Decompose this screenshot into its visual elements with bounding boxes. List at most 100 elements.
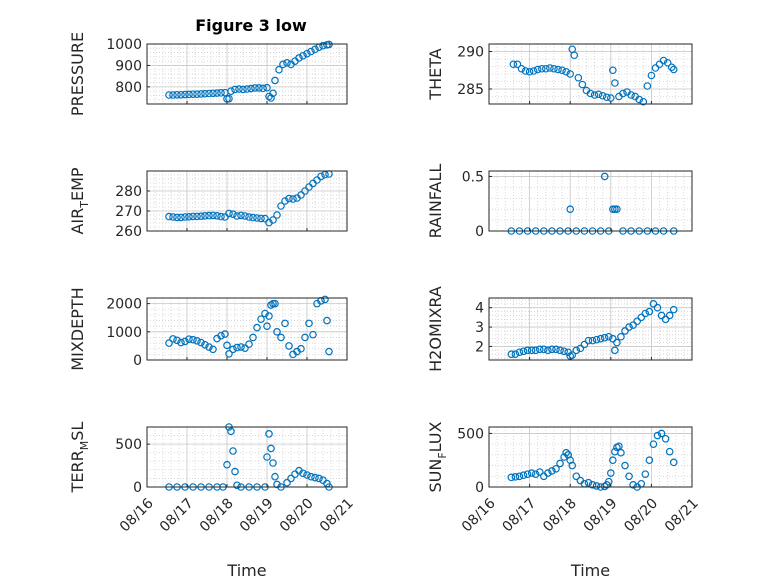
data-point: [301, 333, 309, 342]
data-point: [165, 212, 173, 221]
data-point: [189, 212, 197, 221]
data-point: [669, 458, 678, 467]
data-point: [531, 470, 540, 478]
data-point: [231, 467, 239, 476]
data-point: [177, 213, 185, 222]
y-tick-label: 900: [115, 58, 142, 74]
data-point: [588, 336, 597, 345]
data-point: [237, 211, 245, 220]
data-point: [588, 481, 597, 489]
data-point: [600, 333, 609, 342]
data-point: [590, 91, 599, 99]
data-point: [629, 481, 637, 489]
data-point: [615, 442, 623, 451]
data-point: [277, 333, 285, 342]
data-point: [225, 94, 233, 103]
data-point: [625, 323, 633, 331]
data-point: [259, 84, 267, 93]
data-point: [592, 335, 601, 344]
data-point: [566, 205, 575, 213]
data-point: [315, 474, 323, 483]
data-point: [301, 187, 309, 195]
data-point: [241, 212, 249, 220]
data-point: [613, 338, 621, 347]
data-point: [560, 347, 568, 356]
y-tick-label: 2000: [106, 297, 142, 313]
data-point: [592, 482, 601, 490]
data-point: [233, 212, 241, 220]
data-point: [277, 202, 285, 210]
data-point: [621, 327, 629, 335]
data-point: [267, 301, 275, 309]
data-point: [611, 346, 619, 355]
data-point: [568, 351, 577, 359]
data-point: [665, 447, 674, 456]
data-point: [659, 56, 668, 65]
data-point: [185, 335, 193, 343]
axes-frame: [488, 297, 693, 361]
data-point: [213, 89, 221, 97]
data-point: [311, 473, 319, 482]
data-point: [515, 472, 524, 481]
data-point: [635, 95, 644, 104]
data-point: [509, 60, 518, 69]
axes-frame: [488, 170, 693, 232]
y-axis-label: TERRMSL: [68, 422, 91, 494]
y-tick-label: 500: [457, 426, 484, 442]
axes-frame: [146, 170, 348, 232]
subplot-mixdepth: 0 1000 2000 MIXDEPTH: [68, 287, 348, 371]
data-point: [604, 332, 613, 341]
y-tick-label: 500: [115, 437, 142, 453]
data-point: [576, 344, 585, 353]
data-point: [554, 65, 562, 74]
data-point: [609, 66, 617, 75]
data-point: [517, 64, 526, 73]
data-point: [247, 84, 255, 93]
data-point: [633, 317, 641, 326]
x-tick-label: 08/19: [581, 495, 621, 535]
data-point: [229, 447, 237, 455]
y-tick-label: 0: [475, 480, 484, 496]
data-point: [245, 213, 253, 221]
data-point: [602, 93, 611, 102]
data-point: [303, 471, 311, 479]
x-tick-label: 08/16: [117, 495, 157, 535]
data-point: [233, 343, 241, 352]
data-point: [542, 64, 550, 73]
data-point: [661, 315, 670, 324]
x-tick-label: 08/18: [197, 495, 237, 535]
data-point: [205, 211, 213, 220]
data-point: [271, 299, 279, 308]
data-point: [568, 461, 577, 470]
data-point: [285, 194, 293, 203]
data-point: [263, 83, 271, 92]
data-point: [507, 473, 516, 482]
data-point: [513, 60, 522, 69]
data-point: [169, 335, 177, 343]
data-point: [257, 315, 265, 323]
data-point: [323, 316, 331, 325]
subplot-rainfall: 0 0.5 RAINFALL: [426, 164, 693, 240]
data-point: [655, 60, 664, 69]
data-point: [548, 345, 556, 354]
data-point: [257, 214, 265, 223]
data-point: [311, 45, 319, 54]
data-point: [253, 323, 261, 332]
data-point: [507, 350, 516, 358]
data-point: [552, 345, 560, 354]
data-point: [611, 79, 619, 87]
data-point: [529, 67, 538, 75]
data-point: [283, 478, 291, 487]
data-point: [217, 212, 225, 221]
x-tick-label: 08/17: [500, 495, 540, 535]
data-point: [661, 434, 670, 443]
data-point: [594, 90, 603, 99]
data-point: [225, 209, 233, 218]
subplot-terr-msl: 0 500 TERRMSL 08/16 08/17 08/18 08/19 08/20 08/2…: [68, 422, 357, 580]
data-point: [269, 216, 277, 224]
x-axis-label: Time: [570, 561, 610, 580]
y-axis-label: AIRTEMP: [68, 167, 91, 234]
data-point: [265, 312, 273, 320]
data-point: [223, 460, 231, 469]
axes-background: [147, 171, 347, 231]
